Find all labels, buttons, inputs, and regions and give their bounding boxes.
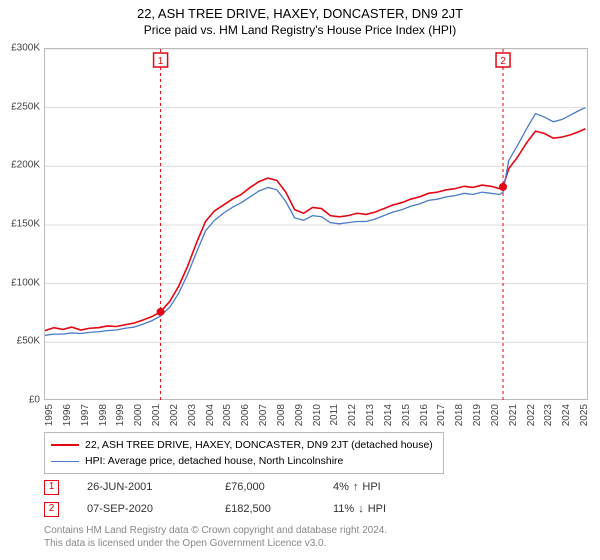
y-axis: £0£50K£100K£150K£200K£250K£300K xyxy=(0,48,44,400)
marker-dot xyxy=(157,308,165,316)
y-tick-label: £100K xyxy=(11,277,40,288)
y-tick-label: £200K xyxy=(11,160,40,171)
event-pct: 4% ↑HPI xyxy=(333,481,381,493)
legend-swatch xyxy=(51,444,79,446)
plot-area: 12 xyxy=(44,48,588,400)
event-vs: HPI xyxy=(362,481,380,493)
x-tick-label: 2002 xyxy=(169,404,180,426)
x-tick-label: 2013 xyxy=(365,404,376,426)
title-block: 22, ASH TREE DRIVE, HAXEY, DONCASTER, DN… xyxy=(0,0,600,37)
y-tick-label: £300K xyxy=(11,43,40,54)
x-tick-label: 2005 xyxy=(222,404,233,426)
x-tick-label: 2016 xyxy=(419,404,430,426)
x-tick-label: 2010 xyxy=(312,404,323,426)
attribution-line1: Contains HM Land Registry data © Crown c… xyxy=(44,524,588,537)
attribution: Contains HM Land Registry data © Crown c… xyxy=(44,524,588,550)
x-tick-label: 1998 xyxy=(98,404,109,426)
chart-container: 22, ASH TREE DRIVE, HAXEY, DONCASTER, DN… xyxy=(0,0,600,560)
x-tick-label: 2025 xyxy=(579,404,590,426)
x-tick-label: 1997 xyxy=(80,404,91,426)
event-badge: 1 xyxy=(44,480,59,495)
series-price_paid xyxy=(45,129,585,331)
arrow-up-icon: ↑ xyxy=(353,481,359,493)
legend-label: 22, ASH TREE DRIVE, HAXEY, DONCASTER, DN… xyxy=(85,439,433,451)
event-row: 1 26-JUN-2001 £76,000 4% ↑HPI xyxy=(44,476,588,498)
x-tick-label: 2007 xyxy=(258,404,269,426)
event-badge: 2 xyxy=(44,502,59,517)
attribution-line2: This data is licensed under the Open Gov… xyxy=(44,537,588,550)
event-price: £182,500 xyxy=(225,503,305,515)
x-tick-label: 2019 xyxy=(472,404,483,426)
marker-badge: 1 xyxy=(154,53,168,67)
marker-dot xyxy=(499,183,507,191)
chart-title: 22, ASH TREE DRIVE, HAXEY, DONCASTER, DN… xyxy=(0,6,600,21)
event-pct-value: 4% xyxy=(333,481,349,493)
event-vs: HPI xyxy=(368,503,386,515)
event-date: 07-SEP-2020 xyxy=(87,503,197,515)
x-tick-label: 2001 xyxy=(151,404,162,426)
y-tick-label: £50K xyxy=(17,336,40,347)
x-tick-label: 2006 xyxy=(240,404,251,426)
x-tick-label: 2023 xyxy=(543,404,554,426)
x-tick-label: 2000 xyxy=(133,404,144,426)
event-pct-value: 11% xyxy=(333,503,354,515)
x-tick-label: 2018 xyxy=(454,404,465,426)
legend-label: HPI: Average price, detached house, Nort… xyxy=(85,455,343,467)
chart-area: £0£50K£100K£150K£200K£250K£300K 12 19951… xyxy=(0,48,600,400)
event-price: £76,000 xyxy=(225,481,305,493)
x-tick-label: 2009 xyxy=(294,404,305,426)
chart-subtitle: Price paid vs. HM Land Registry's House … xyxy=(0,23,600,37)
x-tick-label: 2024 xyxy=(561,404,572,426)
event-row: 2 07-SEP-2020 £182,500 11% ↓ HPI xyxy=(44,498,588,520)
arrow-down-icon: ↓ xyxy=(358,503,364,515)
series-hpi xyxy=(45,108,585,336)
y-tick-label: £150K xyxy=(11,219,40,230)
legend: 22, ASH TREE DRIVE, HAXEY, DONCASTER, DN… xyxy=(44,432,444,474)
x-tick-label: 2015 xyxy=(401,404,412,426)
x-tick-label: 2003 xyxy=(187,404,198,426)
marker-badge: 2 xyxy=(496,53,510,67)
x-tick-label: 2020 xyxy=(490,404,501,426)
x-tick-label: 2017 xyxy=(436,404,447,426)
chart-svg: 12 xyxy=(45,49,589,401)
event-date: 26-JUN-2001 xyxy=(87,481,197,493)
x-tick-label: 2014 xyxy=(383,404,394,426)
svg-text:1: 1 xyxy=(158,56,164,67)
x-tick-label: 2011 xyxy=(329,404,340,426)
x-tick-label: 2008 xyxy=(276,404,287,426)
y-tick-label: £250K xyxy=(11,101,40,112)
x-tick-label: 1995 xyxy=(44,404,55,426)
y-tick-label: £0 xyxy=(29,395,40,406)
x-tick-label: 1996 xyxy=(62,404,73,426)
legend-item: 22, ASH TREE DRIVE, HAXEY, DONCASTER, DN… xyxy=(51,437,437,453)
x-tick-label: 2021 xyxy=(508,404,519,426)
x-tick-label: 2012 xyxy=(347,404,358,426)
legend-item: HPI: Average price, detached house, Nort… xyxy=(51,453,437,469)
svg-text:2: 2 xyxy=(500,56,506,67)
event-list: 126-JUN-2001£76,0004%↑HPI207-SEP-2020£18… xyxy=(44,476,588,520)
event-pct: 11% ↓ HPI xyxy=(333,503,386,515)
x-tick-label: 2004 xyxy=(205,404,216,426)
legend-swatch xyxy=(51,461,79,462)
x-tick-label: 2022 xyxy=(526,404,537,426)
x-tick-label: 1999 xyxy=(115,404,126,426)
